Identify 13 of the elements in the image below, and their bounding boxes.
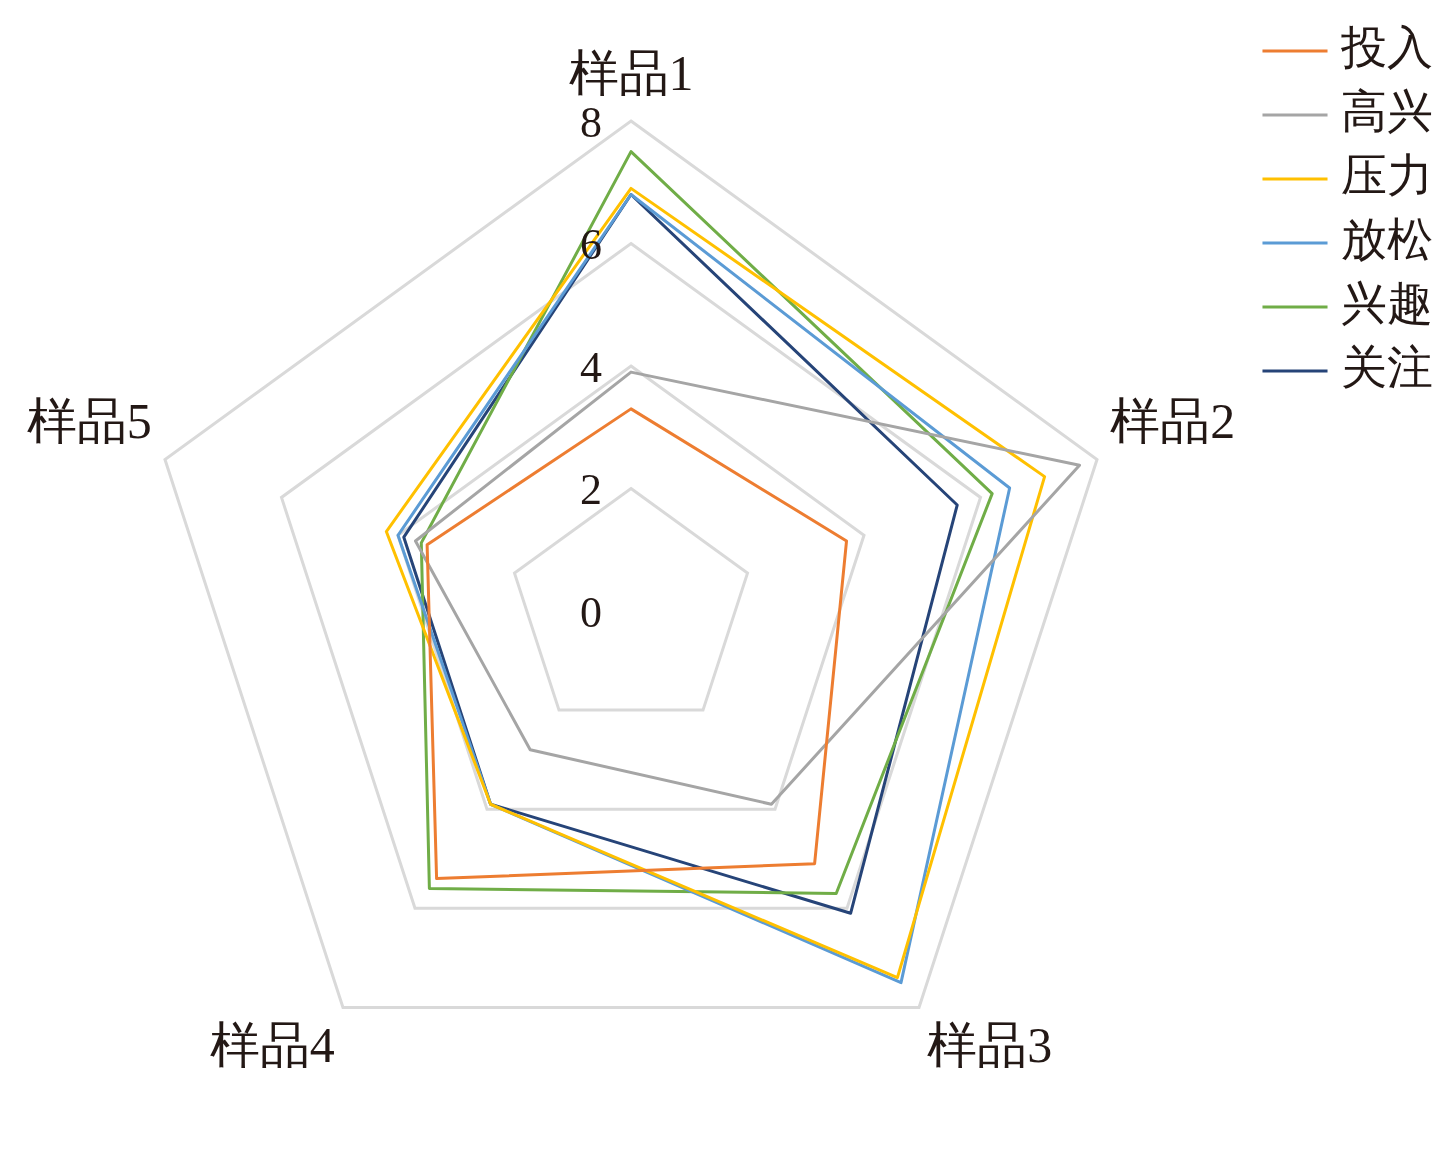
legend-label: 投入: [1340, 22, 1433, 74]
legend-label: 压力: [1341, 150, 1433, 202]
spoke-label: 样品3: [927, 1016, 1053, 1073]
legend-label: 放松: [1341, 214, 1433, 266]
y-tick-label: 0: [580, 587, 602, 637]
y-tick-label: 2: [580, 465, 602, 515]
legend-label: 高兴: [1341, 86, 1433, 138]
y-tick-label: 4: [580, 342, 602, 392]
spoke-label: 样品4: [209, 1016, 335, 1073]
spoke-label: 样品2: [1110, 393, 1236, 450]
legend-label: 关注: [1341, 342, 1433, 394]
legend-label: 兴趣: [1341, 278, 1433, 330]
spoke-label: 样品5: [26, 393, 152, 450]
